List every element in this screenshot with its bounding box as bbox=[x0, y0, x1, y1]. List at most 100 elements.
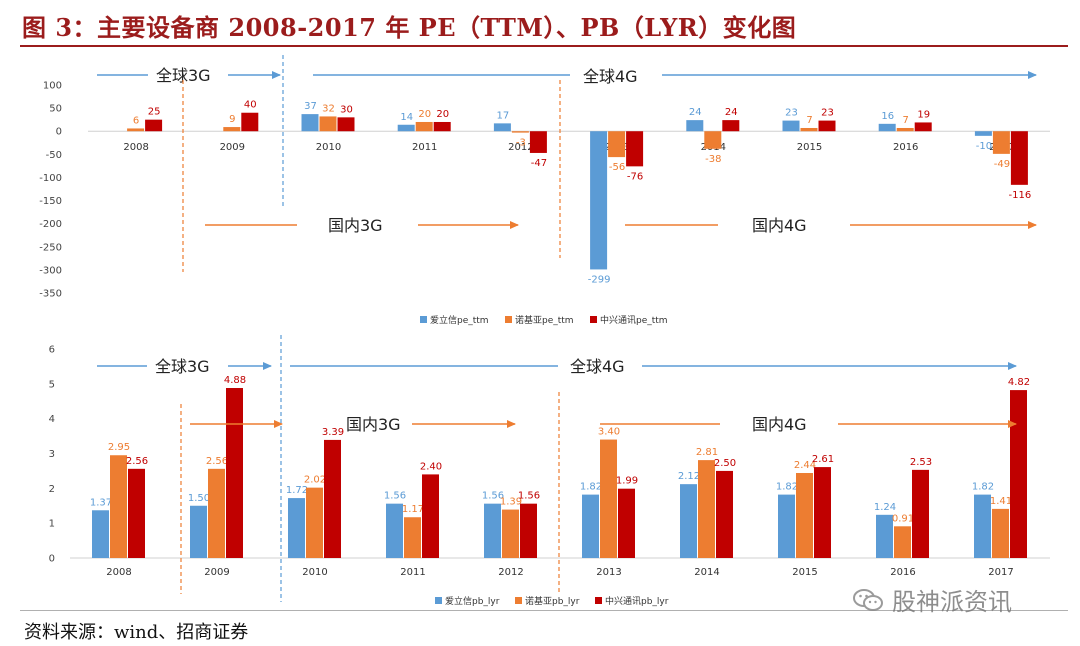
bar-中兴通讯pe_ttm bbox=[914, 122, 932, 132]
bar-爱立信pb_lyr bbox=[92, 510, 109, 558]
data-label: 1.56 bbox=[384, 491, 406, 502]
bar-爱立信pe_ttm bbox=[590, 131, 608, 270]
bar-爱立信pb_lyr bbox=[288, 498, 305, 558]
legend-label: 中兴通讯pb_lyr bbox=[605, 595, 669, 607]
data-label: 2.44 bbox=[794, 460, 816, 471]
bar-爱立信pe_ttm bbox=[974, 131, 992, 136]
y-tick-label: -100 bbox=[39, 173, 62, 184]
y-tick-label: 2 bbox=[49, 484, 55, 495]
bar-爱立信pb_lyr bbox=[876, 514, 893, 558]
data-label: 1.56 bbox=[518, 491, 540, 502]
data-label: 20 bbox=[418, 109, 431, 120]
data-label: 7 bbox=[903, 115, 909, 126]
x-tick-label: 2010 bbox=[302, 567, 327, 578]
period-label: 全球3G bbox=[155, 357, 210, 376]
bar-诺基亚pb_lyr bbox=[894, 526, 911, 558]
bar-诺基亚pe_ttm bbox=[704, 131, 722, 149]
bar-诺基亚pb_lyr bbox=[796, 473, 813, 558]
bar-诺基亚pe_ttm bbox=[896, 127, 914, 132]
bar-爱立信pb_lyr bbox=[974, 494, 991, 558]
period-label: 国内3G bbox=[328, 216, 383, 235]
data-label: 3.40 bbox=[598, 427, 620, 438]
period-label: 全球3G bbox=[156, 66, 211, 85]
period-label: 国内4G bbox=[752, 415, 807, 434]
data-label: 30 bbox=[340, 104, 353, 115]
bar-诺基亚pe_ttm bbox=[511, 131, 529, 133]
legend-swatch bbox=[515, 597, 522, 604]
bar-中兴通讯pe_ttm bbox=[337, 117, 355, 132]
legend-label: 中兴通讯pe_ttm bbox=[600, 314, 668, 326]
data-label: 24 bbox=[689, 107, 702, 118]
bar-诺基亚pe_ttm bbox=[992, 131, 1010, 154]
x-tick-label: 2013 bbox=[596, 567, 621, 578]
data-label: 1.99 bbox=[616, 476, 638, 487]
x-tick-label: 2009 bbox=[220, 142, 245, 153]
x-tick-label: 2015 bbox=[797, 142, 822, 153]
y-tick-label: -200 bbox=[39, 219, 62, 230]
data-label: 0.91 bbox=[892, 513, 914, 524]
data-label: 4.82 bbox=[1008, 377, 1030, 388]
source-rule bbox=[20, 610, 1068, 611]
bar-爱立信pe_ttm bbox=[397, 124, 415, 132]
period-label: 全球4G bbox=[570, 357, 625, 376]
data-label: -116 bbox=[1009, 190, 1032, 201]
bar-中兴通讯pe_ttm bbox=[626, 131, 644, 167]
data-label: 1.82 bbox=[972, 482, 994, 493]
bar-中兴通讯pe_ttm bbox=[145, 119, 163, 132]
data-label: 24 bbox=[725, 107, 738, 118]
data-label: 16 bbox=[881, 111, 894, 122]
bar-诺基亚pe_ttm bbox=[800, 127, 818, 132]
bar-爱立信pe_ttm bbox=[493, 123, 511, 132]
bar-诺基亚pb_lyr bbox=[208, 468, 225, 558]
data-label: 3.39 bbox=[322, 427, 344, 438]
data-label: 25 bbox=[148, 107, 161, 118]
data-label: 2.40 bbox=[420, 461, 442, 472]
bar-中兴通讯pb_lyr bbox=[716, 470, 733, 558]
y-tick-label: -250 bbox=[39, 242, 62, 253]
bar-中兴通讯pb_lyr bbox=[618, 488, 635, 558]
legend-label: 诺基亚pb_lyr bbox=[525, 595, 580, 607]
x-tick-label: 2009 bbox=[204, 567, 229, 578]
data-label: 32 bbox=[322, 103, 335, 114]
data-label: 1.39 bbox=[500, 497, 522, 508]
y-tick-label: 1 bbox=[49, 519, 55, 530]
x-tick-label: 2011 bbox=[400, 567, 425, 578]
data-label: -299 bbox=[588, 274, 611, 285]
data-label: 14 bbox=[400, 112, 413, 123]
source-note: 资料来源：wind、招商证券 bbox=[24, 622, 249, 643]
y-tick-label: -50 bbox=[46, 150, 62, 161]
y-tick-label: -350 bbox=[39, 289, 62, 300]
data-label: 2.81 bbox=[696, 447, 718, 458]
period-label: 国内3G bbox=[346, 415, 401, 434]
bar-中兴通讯pb_lyr bbox=[422, 474, 439, 558]
watermark-text: 股神派资讯 bbox=[892, 588, 1012, 616]
watermark: 股神派资讯 bbox=[852, 582, 1012, 617]
data-label: 9 bbox=[229, 114, 235, 125]
data-label: 20 bbox=[436, 109, 449, 120]
data-label: 17 bbox=[497, 110, 510, 121]
data-label: -56 bbox=[609, 162, 625, 173]
data-label: 1.37 bbox=[90, 497, 112, 508]
data-label: 6 bbox=[133, 115, 139, 126]
data-label: 1.17 bbox=[402, 504, 424, 515]
data-label: 2.56 bbox=[206, 456, 228, 467]
bar-诺基亚pe_ttm bbox=[223, 127, 241, 132]
bar-诺基亚pb_lyr bbox=[600, 439, 617, 558]
bar-爱立信pb_lyr bbox=[190, 505, 207, 558]
y-tick-label: 100 bbox=[43, 81, 62, 92]
y-tick-label: 6 bbox=[49, 345, 55, 356]
bar-中兴通讯pb_lyr bbox=[912, 469, 929, 558]
bar-诺基亚pb_lyr bbox=[502, 509, 519, 558]
bar-爱立信pb_lyr bbox=[484, 503, 501, 558]
y-tick-label: 0 bbox=[49, 554, 55, 565]
data-label: 1.82 bbox=[776, 482, 798, 493]
data-label: 23 bbox=[785, 108, 798, 119]
bar-爱立信pb_lyr bbox=[680, 484, 697, 558]
wechat-icon bbox=[853, 588, 883, 611]
data-label: 40 bbox=[244, 100, 257, 111]
data-label: 1.50 bbox=[188, 493, 210, 504]
bar-中兴通讯pe_ttm bbox=[722, 120, 740, 132]
bar-诺基亚pb_lyr bbox=[404, 517, 421, 558]
legend-swatch bbox=[435, 597, 442, 604]
data-label: 2.53 bbox=[910, 457, 932, 468]
